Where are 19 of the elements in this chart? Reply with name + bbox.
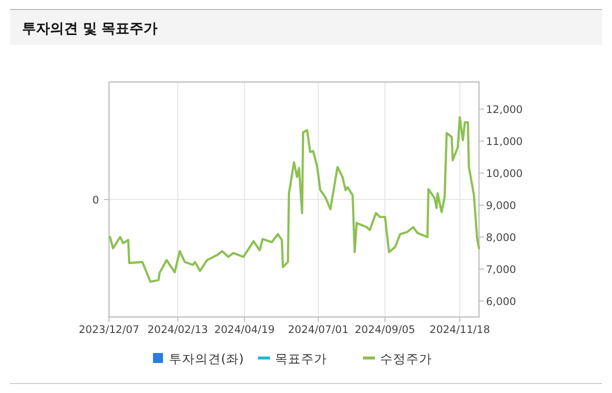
legend-label: 목표주가 — [275, 351, 327, 366]
y2-tick-label: 12,000 — [486, 104, 523, 116]
y2-tick-label: 11,000 — [486, 136, 523, 148]
x-tick-label: 2023/12/07 — [78, 324, 140, 336]
x-tick-label: 2024/04/19 — [214, 324, 275, 336]
text: 0 — [92, 194, 99, 206]
x-tick-label: 2024/11/18 — [430, 324, 490, 336]
y2-tick-label: 7,000 — [486, 264, 516, 276]
y2-tick-label: 6,000 — [486, 296, 516, 308]
legend-label: 수정주가 — [380, 351, 432, 366]
x-tick-label: 2024/02/13 — [147, 324, 208, 336]
y2-tick-label: 9,000 — [486, 200, 516, 212]
legend-label: 투자의견(좌) — [169, 351, 244, 366]
x-tick-label: 2024/07/01 — [288, 324, 349, 336]
x-tick-label: 2024/09/05 — [354, 324, 416, 336]
chart-title: 투자의견 및 목표주가 — [22, 21, 158, 37]
line-series — [108, 116, 480, 283]
y2-tick-label: 10,000 — [486, 168, 523, 180]
y2-tick-label: 8,000 — [486, 232, 516, 244]
